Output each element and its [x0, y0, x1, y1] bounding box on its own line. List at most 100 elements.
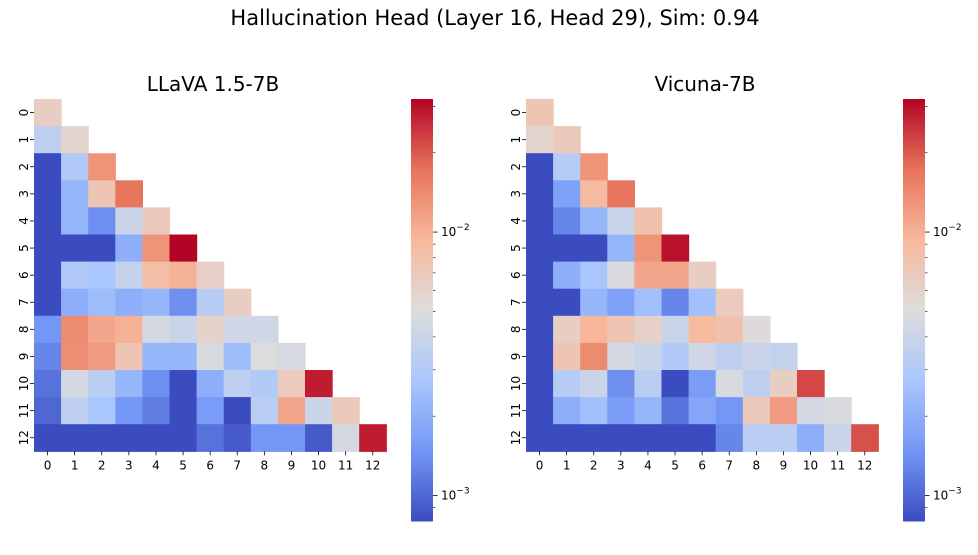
colorbar-strip [411, 306, 433, 311]
colorbar-strip [903, 361, 925, 365]
colorbar-strip [411, 198, 433, 202]
heatmap-cell [115, 288, 143, 317]
heatmap-cell [526, 99, 554, 127]
colorbar-strip [411, 219, 433, 224]
colorbar-strip [411, 433, 433, 438]
colorbar-strip [411, 388, 433, 392]
colorbar-strip [903, 418, 925, 423]
colorbar-strip [903, 261, 925, 266]
colorbar-strip [903, 370, 925, 374]
colorbar-strip [903, 153, 925, 157]
heatmap-cell [824, 424, 852, 452]
x-tick-label: 0 [44, 458, 52, 472]
colorbar-strip [903, 216, 925, 221]
colorbar-strip [903, 433, 925, 438]
colorbar-strip [411, 469, 433, 474]
colorbar-strip [411, 300, 433, 305]
panel-title-llava: LLaVA 1.5-7B [147, 72, 279, 96]
colorbar-strip [411, 144, 433, 148]
heatmap-cell [634, 207, 663, 236]
colorbar-strip [903, 249, 925, 254]
heatmap-cell [34, 424, 62, 452]
heatmap-cell [715, 315, 744, 344]
heatmap-cell [34, 288, 62, 317]
colorbar-strip [903, 210, 925, 215]
colorbar-strip [903, 460, 925, 465]
heatmap-cell [169, 342, 198, 371]
colorbar-strip [903, 288, 925, 293]
colorbar-strip [411, 99, 433, 103]
heatmap-cell [769, 424, 798, 452]
heatmap-cell [142, 234, 171, 263]
heatmap-cell [115, 180, 143, 208]
colorbar-strip [903, 514, 925, 519]
colorbar-strip [903, 439, 925, 444]
colorbar-strip [411, 138, 433, 142]
colorbar-strip [903, 240, 925, 245]
colorbar-strip [903, 382, 925, 386]
y-tick-label: 4 [509, 217, 523, 225]
colorbar-strip [411, 282, 433, 287]
colorbar-strip [411, 279, 433, 284]
heatmap-cell [223, 342, 252, 371]
x-tick-label: 12 [365, 458, 380, 472]
colorbar-strip [903, 478, 925, 483]
heatmap-cell [607, 424, 635, 452]
colorbar-strip [411, 490, 433, 495]
heatmap-cell [607, 288, 635, 317]
heatmap-cell [688, 370, 717, 398]
colorbar-llava: 10−2 10−3 [411, 99, 470, 522]
heatmap-cell [223, 288, 252, 317]
heatmap-cell [61, 180, 89, 208]
heatmap-cell [553, 315, 581, 344]
heatmap-cell [88, 234, 116, 263]
heatmap-cell [553, 397, 581, 425]
heatmap-cell [634, 370, 663, 398]
colorbar-strip [411, 412, 433, 416]
colorbar-strip [903, 267, 925, 272]
heatmap-cell [142, 315, 171, 344]
heatmap-cell [277, 370, 306, 398]
colorbar-strip [903, 496, 925, 501]
colorbar-strip [903, 493, 925, 498]
colorbar-strip [411, 129, 433, 133]
heatmap-cell [169, 397, 198, 425]
colorbar-strip [411, 508, 433, 513]
colorbar-strip [411, 111, 433, 115]
heatmap-cell [553, 424, 581, 452]
colorbar-strip [903, 279, 925, 284]
colorbar-strip [903, 445, 925, 450]
colorbar-strip [411, 313, 433, 317]
heatmap-cell [797, 397, 825, 425]
colorbar-strip [411, 454, 433, 459]
colorbar-strip [903, 252, 925, 257]
heatmap-cell [169, 261, 198, 290]
colorbar-strip [903, 282, 925, 287]
colorbar-strip [411, 225, 433, 230]
colorbar-strip [411, 397, 433, 401]
colorbar-strip [903, 463, 925, 468]
heatmap-cell [553, 288, 581, 317]
colorbar-strip [903, 391, 925, 395]
heatmap-cell [769, 342, 798, 371]
colorbar-strip [411, 201, 433, 205]
heatmap-cell [34, 370, 62, 398]
colorbar-strip [903, 331, 925, 335]
y-tick-label: 5 [17, 244, 31, 252]
heatmap-cell [142, 288, 171, 317]
colorbar-strip [903, 195, 925, 199]
colorbar-strip [903, 114, 925, 118]
colorbar-strip [903, 427, 925, 432]
heatmap-cell [34, 234, 62, 263]
colorbar-strip [411, 394, 433, 398]
heatmap-cell [34, 207, 62, 236]
heatmap-cell [169, 234, 198, 263]
heatmap-cell [553, 207, 581, 236]
heatmap-cell [526, 342, 554, 371]
heatmap-vicuna [526, 99, 879, 452]
colorbar-strip [411, 352, 433, 356]
colorbar-strip [411, 406, 433, 410]
colorbar-strip [411, 385, 433, 389]
x-tick-label: 12 [857, 458, 872, 472]
colorbar-strip [903, 237, 925, 242]
